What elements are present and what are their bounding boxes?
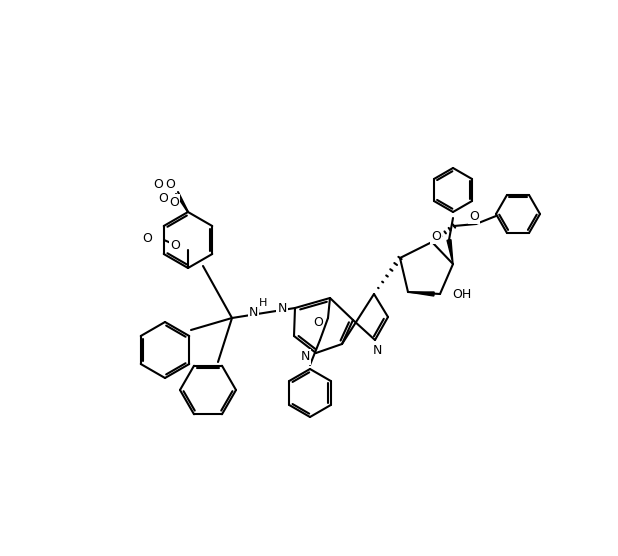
Text: O: O	[170, 239, 180, 251]
Text: H: H	[261, 300, 269, 310]
Polygon shape	[447, 240, 453, 264]
Text: N: N	[250, 305, 260, 317]
Text: N: N	[249, 306, 258, 320]
Text: O: O	[469, 210, 479, 222]
Text: O: O	[165, 177, 175, 191]
Text: O: O	[153, 177, 163, 191]
Text: N: N	[277, 301, 287, 315]
Polygon shape	[408, 292, 434, 296]
Text: O: O	[169, 196, 179, 208]
Text: N: N	[300, 350, 310, 364]
Text: O: O	[142, 231, 152, 245]
Text: O: O	[158, 191, 168, 205]
Text: H: H	[260, 298, 268, 308]
Text: O: O	[431, 230, 441, 242]
Text: O: O	[313, 316, 323, 330]
Text: N: N	[372, 344, 382, 356]
Text: OH: OH	[452, 287, 472, 300]
